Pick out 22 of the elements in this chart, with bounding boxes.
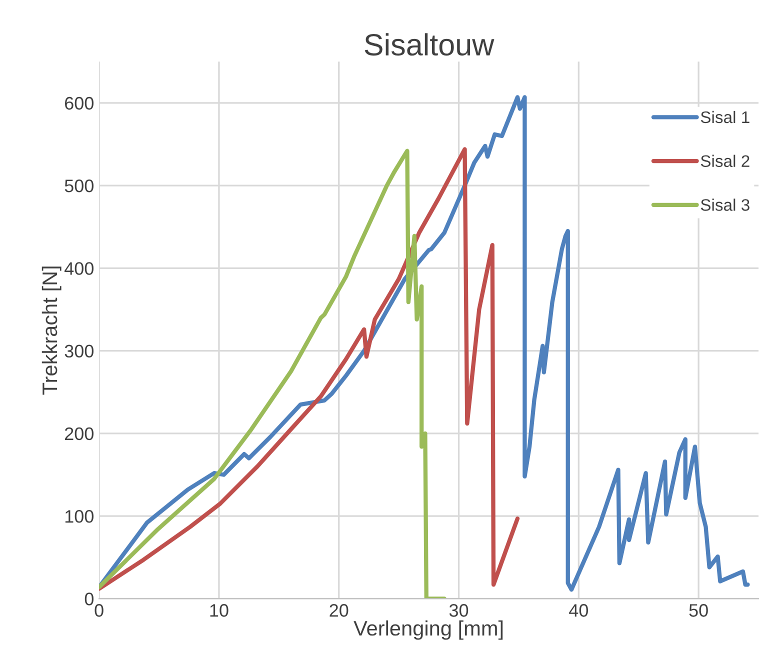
x-tick-label: 0 bbox=[94, 604, 104, 617]
y-tick-label: 300 bbox=[64, 344, 94, 358]
y-tick-label: 100 bbox=[65, 510, 94, 523]
legend-label: Sisal 2 bbox=[700, 154, 750, 168]
x-tick-label: 40 bbox=[569, 604, 588, 617]
legend-label: Sisal 3 bbox=[700, 198, 750, 211]
x-axis-title: Verlenging [mm] bbox=[354, 620, 503, 640]
x-tick-label: 30 bbox=[449, 604, 468, 617]
x-tick-label: 10 bbox=[210, 604, 228, 617]
line-series bbox=[99, 95, 750, 592]
y-tick-label: 400 bbox=[64, 262, 94, 275]
y-tick-label: 500 bbox=[64, 180, 94, 192]
y-axis-title: Trekkracht [N] bbox=[42, 266, 62, 395]
line-series bbox=[99, 147, 520, 591]
line-series bbox=[99, 148, 446, 599]
chart-title: Sisaltouw bbox=[364, 33, 494, 56]
x-tick-label: 50 bbox=[689, 604, 708, 617]
y-tick-label: 600 bbox=[65, 96, 94, 110]
y-tick-label: 0 bbox=[84, 592, 94, 606]
y-tick-label: 200 bbox=[65, 427, 94, 440]
x-tick-label: 20 bbox=[330, 604, 348, 617]
legend-label: Sisal 1 bbox=[700, 110, 750, 124]
